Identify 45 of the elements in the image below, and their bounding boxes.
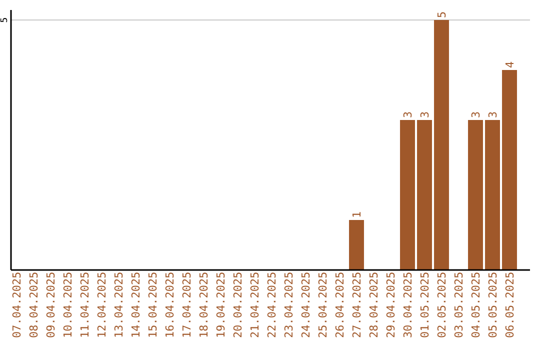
x-tick-label: 26.04.2025: [334, 272, 346, 338]
x-tick-label: 03.05.2025: [452, 272, 466, 338]
data-label: 3: [470, 111, 482, 118]
data-label: 4: [504, 61, 516, 68]
x-tick-label: 07.04.2025: [10, 272, 24, 338]
x-tick-label: 30.04.2025: [402, 272, 414, 338]
x-tick-label: 15.04.2025: [146, 272, 160, 338]
data-label: 3: [402, 111, 414, 118]
x-tick-label: 13.04.2025: [112, 272, 126, 338]
x-tick-label: 23.04.2025: [282, 272, 296, 338]
x-tick-label: 25.04.2025: [316, 272, 330, 338]
bar: [468, 120, 483, 270]
x-tick-label: 22.04.2025: [266, 272, 278, 338]
x-tick-label: 29.04.2025: [384, 272, 398, 338]
x-tick-label: 10.04.2025: [62, 272, 74, 338]
x-tick-label: 21.04.2025: [248, 272, 262, 338]
bar: [349, 220, 364, 270]
x-tick-label: 05.05.2025: [486, 272, 500, 338]
x-tick-label: 17.04.2025: [180, 272, 194, 338]
x-tick-label: 12.04.2025: [96, 272, 108, 338]
bar: [400, 120, 415, 270]
x-tick-label: 04.05.2025: [470, 272, 482, 338]
data-label: 3: [486, 111, 500, 118]
x-tick-label: 16.04.2025: [164, 272, 176, 338]
bar: [417, 120, 432, 270]
x-tick-label: 01.05.2025: [418, 272, 432, 338]
bar: [485, 120, 500, 270]
x-tick-label: 11.04.2025: [78, 272, 92, 338]
x-tick-label: 08.04.2025: [28, 272, 40, 338]
x-tick-label: 09.04.2025: [44, 272, 58, 338]
x-tick-label: 24.04.2025: [300, 272, 312, 338]
x-tick-label: 14.04.2025: [130, 272, 142, 338]
data-label: 3: [418, 111, 432, 118]
data-label: 5: [436, 11, 448, 18]
ref-line-label: 5: [0, 17, 10, 23]
x-tick-label: 27.04.2025: [350, 272, 364, 338]
x-tick-label: 06.05.2025: [504, 272, 516, 338]
x-tick-label: 19.04.2025: [214, 272, 228, 338]
x-tick-label: 02.05.2025: [436, 272, 448, 338]
data-label: 1: [350, 211, 364, 218]
x-tick-label: 18.04.2025: [198, 272, 210, 338]
x-tick-label: 20.04.2025: [232, 272, 244, 338]
x-tick-label: 28.04.2025: [368, 272, 380, 338]
bar: [502, 70, 517, 270]
bar: [434, 20, 449, 270]
